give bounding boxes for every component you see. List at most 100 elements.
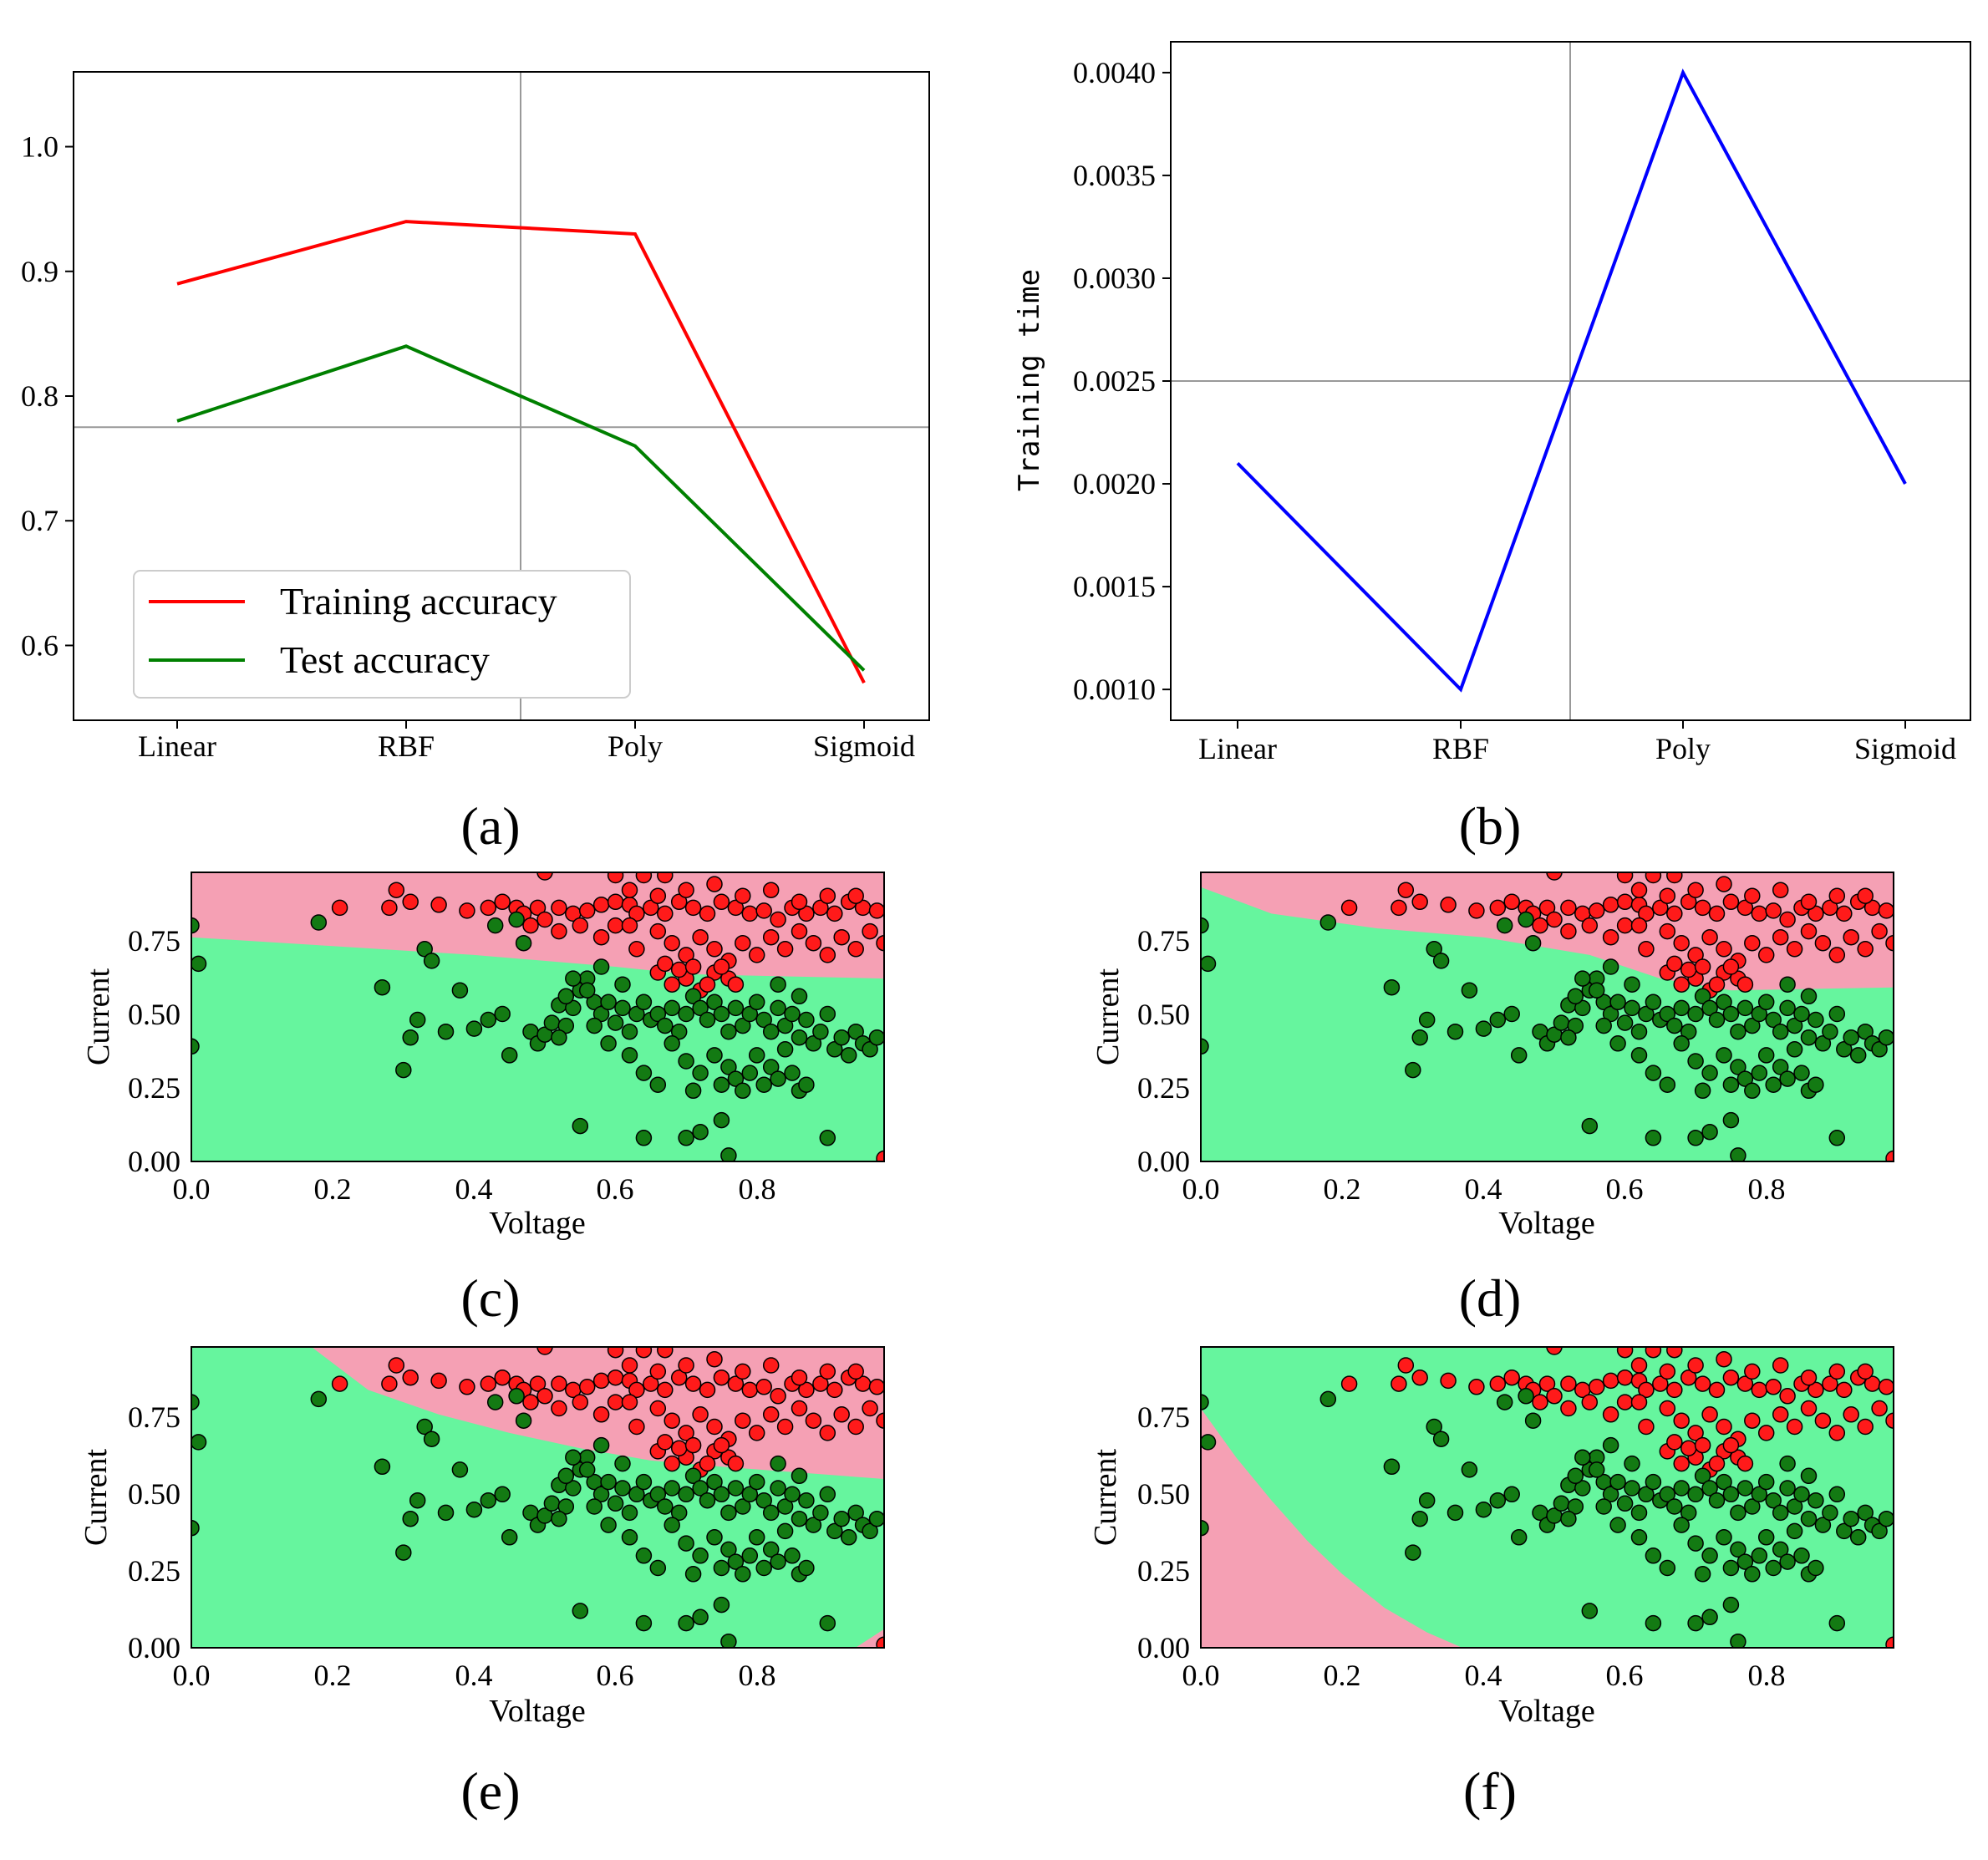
red-data-point <box>1772 928 1789 946</box>
green-data-point <box>508 911 525 928</box>
green-data-point <box>374 978 391 996</box>
green-data-point <box>480 1492 497 1509</box>
red-data-point <box>649 1400 667 1417</box>
green-data-point <box>735 1498 751 1515</box>
panel-f-xlabel: Voltage <box>1498 1694 1594 1729</box>
green-data-point <box>1736 999 1754 1017</box>
red-data-point <box>402 893 419 911</box>
green-data-point <box>1418 1492 1436 1509</box>
red-data-point <box>1772 1357 1789 1374</box>
red-data-point <box>1757 947 1775 963</box>
red-data-point <box>1885 1150 1894 1161</box>
panel-d-xtick-label: 0.0 <box>1182 1172 1220 1206</box>
red-data-point <box>649 887 667 904</box>
red-data-point <box>1828 947 1846 963</box>
green-data-point <box>1793 1065 1810 1081</box>
green-data-point <box>1602 1005 1619 1023</box>
red-data-point <box>1560 899 1577 917</box>
red-data-point <box>529 899 547 917</box>
green-data-point <box>1694 1566 1711 1583</box>
red-data-point <box>1489 1375 1507 1392</box>
green-data-point <box>423 953 440 969</box>
red-data-point <box>1538 1375 1556 1392</box>
green-data-point <box>1808 1492 1824 1509</box>
panel-f-xtick-label: 0.8 <box>1748 1659 1786 1692</box>
green-data-point <box>191 1038 200 1055</box>
panel-a-legend: Training accuracy Test accuracy <box>133 570 631 699</box>
red-data-point <box>670 1440 688 1456</box>
green-data-point <box>1645 994 1662 1011</box>
green-data-point <box>607 1495 624 1512</box>
green-data-point <box>713 1486 730 1503</box>
green-data-point <box>1828 1130 1846 1146</box>
red-data-point <box>706 941 723 958</box>
green-data-point <box>1574 1449 1591 1466</box>
red-data-point <box>1616 1394 1634 1410</box>
green-data-point <box>1722 1559 1740 1577</box>
green-data-point <box>1645 1614 1662 1632</box>
red-data-point <box>1468 902 1485 919</box>
panel-c-xtick-label: 0.2 <box>314 1172 352 1206</box>
panel-f-xtick-label: 0.4 <box>1465 1659 1502 1692</box>
red-data-point <box>664 1412 680 1429</box>
red-data-point <box>692 1406 709 1423</box>
green-data-point <box>1510 1529 1528 1546</box>
red-data-point <box>1716 1418 1732 1436</box>
green-data-point <box>1751 1065 1768 1081</box>
training-time-line <box>1236 69 1907 693</box>
green-data-point <box>486 917 504 934</box>
red-data-point <box>1687 1425 1704 1441</box>
green-data-point <box>1201 1394 1209 1410</box>
green-data-point <box>1808 1011 1824 1029</box>
green-data-point <box>1849 1529 1867 1546</box>
panel-d-xlabel: Voltage <box>1498 1206 1594 1241</box>
green-data-point <box>1843 1510 1859 1527</box>
red-data-point <box>430 897 447 913</box>
panel-f-xticks: 0.0 0.2 0.4 0.6 0.8 <box>1182 1659 1786 1692</box>
green-data-point <box>1673 1517 1690 1533</box>
green-data-point <box>409 1011 426 1029</box>
red-data-point <box>331 899 348 917</box>
panel-f-red-points <box>1340 1347 1894 1648</box>
green-data-point <box>1701 1123 1718 1141</box>
green-data-point <box>1624 976 1640 993</box>
green-data-point <box>1744 1082 1761 1100</box>
green-data-point <box>1630 1529 1648 1546</box>
green-data-point <box>1800 1029 1818 1046</box>
green-data-point <box>1673 1480 1690 1497</box>
green-data-point <box>1757 1047 1775 1064</box>
green-data-point <box>191 1519 200 1537</box>
panel-b-xtick-label: Sigmoid <box>1854 732 1956 765</box>
panel-f-green-points <box>1201 1388 1894 1648</box>
panel-c-yticks: 0.00 0.25 0.50 0.75 <box>128 924 180 1178</box>
green-data-point <box>713 1076 730 1093</box>
panel-d-caption: (d) <box>1459 1268 1522 1328</box>
panel-e-xtick-label: 0.8 <box>739 1659 776 1692</box>
red-data-point <box>1616 1347 1634 1359</box>
green-data-point <box>1609 1517 1626 1533</box>
red-data-point <box>1638 1381 1655 1399</box>
panel-d-xtick-label: 0.6 <box>1606 1172 1644 1206</box>
panel-b: 0.0040 0.0035 0.0030 0.0025 0.0020 0.001… <box>1013 41 1971 856</box>
green-data-point <box>727 999 745 1017</box>
red-data-point <box>1666 1381 1683 1399</box>
green-data-point <box>1638 1486 1655 1503</box>
panel-b-ytick-label: 0.0025 <box>1073 364 1156 398</box>
green-data-point <box>784 1005 801 1023</box>
green-data-point <box>1426 941 1442 958</box>
green-data-point <box>1201 955 1217 973</box>
red-data-point <box>1602 897 1619 913</box>
green-data-point <box>1701 1547 1718 1564</box>
green-data-point <box>543 1495 561 1512</box>
green-data-point <box>1602 1486 1619 1503</box>
green-data-point <box>1659 1076 1676 1093</box>
red-data-point <box>805 1412 822 1429</box>
red-data-point <box>551 1400 567 1417</box>
panel-c: 0.00 0.25 0.50 0.75 0.0 0.2 0.4 0.6 0.8 … <box>81 872 885 1328</box>
green-data-point <box>600 1035 617 1052</box>
red-data-point <box>770 911 786 928</box>
red-data-point <box>1581 1394 1599 1410</box>
green-data-point <box>692 999 709 1017</box>
green-data-point <box>409 1492 426 1509</box>
red-data-point <box>805 934 822 952</box>
